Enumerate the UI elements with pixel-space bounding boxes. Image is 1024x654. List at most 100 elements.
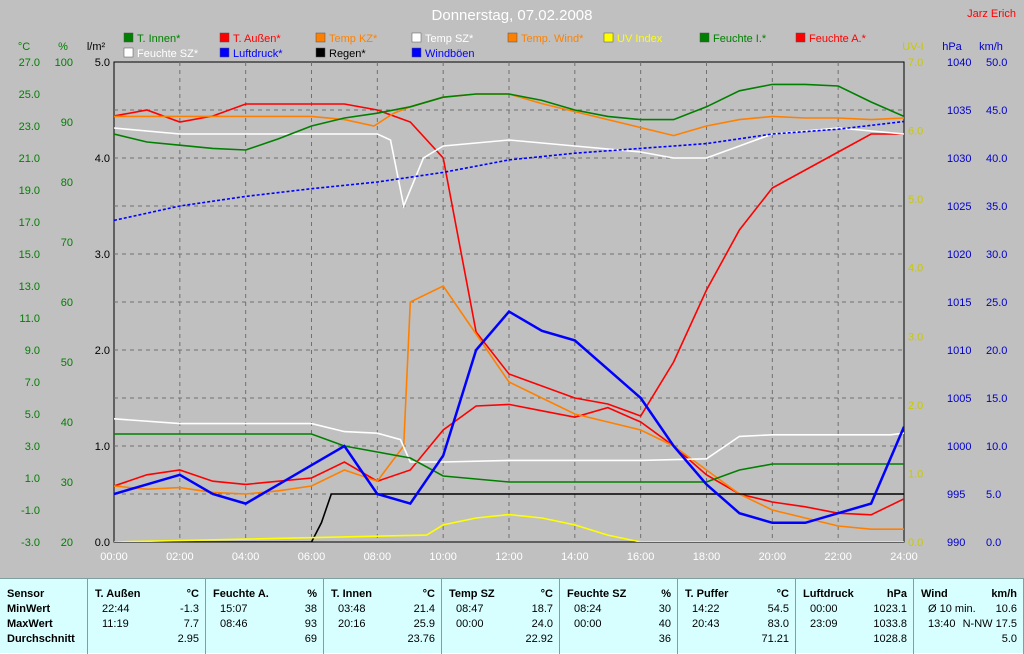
axis-tick-label: 0.0 [908, 537, 923, 549]
axis-tick-label: 11.0 [19, 313, 40, 325]
x-tick-label: 22:00 [824, 551, 852, 563]
axis-tick-label: 35.0 [986, 201, 1007, 213]
stats-cell-value: N-NW 17.5 [962, 618, 1017, 630]
stats-cell-value: 1033.8 [873, 618, 907, 630]
axis-tick-label: 40.0 [986, 153, 1007, 165]
legend-item: Feuchte A.* [795, 32, 867, 45]
series-line-feuchte-i- [114, 433, 904, 483]
series-line-windb-en [114, 309, 904, 525]
legend-item: Luftdruck* [219, 47, 283, 60]
x-tick-label: 24:00 [890, 551, 918, 563]
axis-tick-label: 21.0 [19, 153, 40, 165]
stats-column-title: T. Außen [95, 588, 141, 600]
axis-tick-label: 6.0 [908, 126, 923, 138]
series-line-feuchte-a- [114, 103, 904, 417]
axis-tick-label: 25.0 [19, 89, 40, 101]
legend-item: Regen* [315, 47, 366, 60]
stats-cell-time: 00:00 [810, 603, 838, 615]
axis-tick-label: 15.0 [19, 249, 40, 261]
legend-label: Temp. Wind* [521, 33, 584, 45]
axis-tick-label: 1015 [947, 297, 971, 309]
stats-cell-value: 18.7 [531, 603, 553, 615]
legend-swatch [795, 32, 806, 43]
stats-column: Wind km/h Ø 10 min. 10.6 13:40 N-NW 17.5 5.0 [914, 579, 1024, 654]
x-tick-label: 06:00 [298, 551, 326, 563]
series-line-regen- [114, 493, 904, 542]
stats-column-title: Luftdruck [803, 588, 854, 600]
stats-cell-time: 14:22 [692, 603, 720, 615]
axis-tick-label: 23.0 [19, 121, 40, 133]
series-line-t-innen- [114, 83, 904, 151]
axis-tick-label: 1.0 [25, 473, 40, 485]
stats-row-label: Durchschnitt [7, 633, 75, 645]
legend-item: Feuchte I.* [699, 32, 767, 45]
series-line-t-au-en- [114, 403, 904, 516]
x-tick-label: 16:00 [627, 551, 655, 563]
axis-tick-label: 1000 [947, 441, 971, 453]
stats-cell-value: 36 [658, 633, 671, 645]
stats-column-title: T. Puffer [685, 588, 729, 600]
axis-tick-label: 1010 [947, 345, 971, 357]
x-tick-label: 14:00 [561, 551, 589, 563]
stats-cell-value: 21.4 [413, 603, 435, 615]
axis-tick-label: 2.0 [908, 400, 923, 412]
stats-cell-value: 69 [304, 633, 317, 645]
stats-cell-time: 03:48 [338, 603, 366, 615]
series-line-uv-index [114, 513, 904, 542]
axis-tick-label: 19.0 [19, 185, 40, 197]
weather-chart: Donnerstag, 07.02.2008 Jarz Erich 00:00 02:… [0, 0, 1024, 578]
series-line-temp-kz- [114, 284, 904, 530]
stats-column-title: Wind [921, 588, 948, 600]
x-tick-label: 04:00 [232, 551, 260, 563]
stats-column: Sensor MinWert MaxWert Durchschnitt [0, 579, 88, 654]
x-tick-label: 08:00 [364, 551, 392, 563]
axis-tick-label: 20.0 [986, 345, 1007, 357]
axis-tick-label: 9.0 [25, 345, 40, 357]
axis-tick-label: 50.0 [986, 57, 1007, 69]
stats-cell-value: 71.21 [761, 633, 789, 645]
stats-column: Feuchte SZ% 08:24 30 00:00 40 36 [560, 579, 678, 654]
axis-unit-label: % [58, 41, 68, 53]
axis-tick-label: 1020 [947, 249, 971, 261]
stats-cell-time: 23:09 [810, 618, 838, 630]
legend-swatch [411, 47, 422, 58]
axis-tick-label: 3.0 [95, 249, 110, 261]
axis-tick-label: 1030 [947, 153, 971, 165]
axis-tick-label: 30 [61, 477, 73, 489]
stats-cell-value: 1028.8 [873, 633, 907, 645]
stats-cell-value: 1023.1 [873, 603, 907, 615]
x-tick-label: 02:00 [166, 551, 194, 563]
axis-tick-label: 100 [55, 57, 73, 69]
axis-tick-label: 1035 [947, 105, 971, 117]
axis-tick-label: 20 [61, 537, 73, 549]
x-tick-label: 10:00 [429, 551, 457, 563]
stats-cell-value: 23.76 [407, 633, 435, 645]
stats-column: Luftdruck hPa 00:00 1023.1 23:09 1033.8 1028.8 [796, 579, 914, 654]
stats-cell-value: 2.95 [177, 633, 199, 645]
axis-tick-label: 1.0 [908, 468, 923, 480]
axis-tick-label: 1005 [947, 393, 971, 405]
legend-swatch [219, 32, 230, 43]
stats-cell-time: 08:47 [456, 603, 484, 615]
stats-cell-value: 7.7 [183, 618, 199, 630]
stats-column: Feuchte A.% 15:07 38 08:46 93 69 [206, 579, 324, 654]
chart-title: Donnerstag, 07.02.2008 [432, 7, 593, 24]
stats-cell-time: 22:44 [102, 603, 130, 615]
legend-item: T. Außen* [219, 32, 281, 45]
legend-item: Temp KZ* [315, 32, 378, 45]
legend-swatch [507, 32, 518, 43]
axis-tick-label: 995 [947, 489, 965, 501]
stats-column-unit: km/h [991, 588, 1017, 600]
stats-column-unit: % [307, 588, 317, 600]
x-tick-label: 12:00 [495, 551, 523, 563]
legend-swatch [315, 32, 326, 43]
legend-item: T. Innen* [123, 32, 181, 45]
axis-tick-label: 13.0 [19, 281, 40, 293]
legend-label: Feuchte I.* [713, 33, 767, 45]
axis-tick-label: 7.0 [908, 57, 923, 69]
stats-column: T. Innen °C 03:48 21.4 20:16 25.9 23.76 [324, 579, 442, 654]
axis-tick-label: 10.0 [986, 441, 1007, 453]
legend-label: T. Außen* [233, 33, 281, 45]
stats-cell-time: 13:40 [928, 618, 956, 630]
stats-cell-value: 22.92 [525, 633, 553, 645]
